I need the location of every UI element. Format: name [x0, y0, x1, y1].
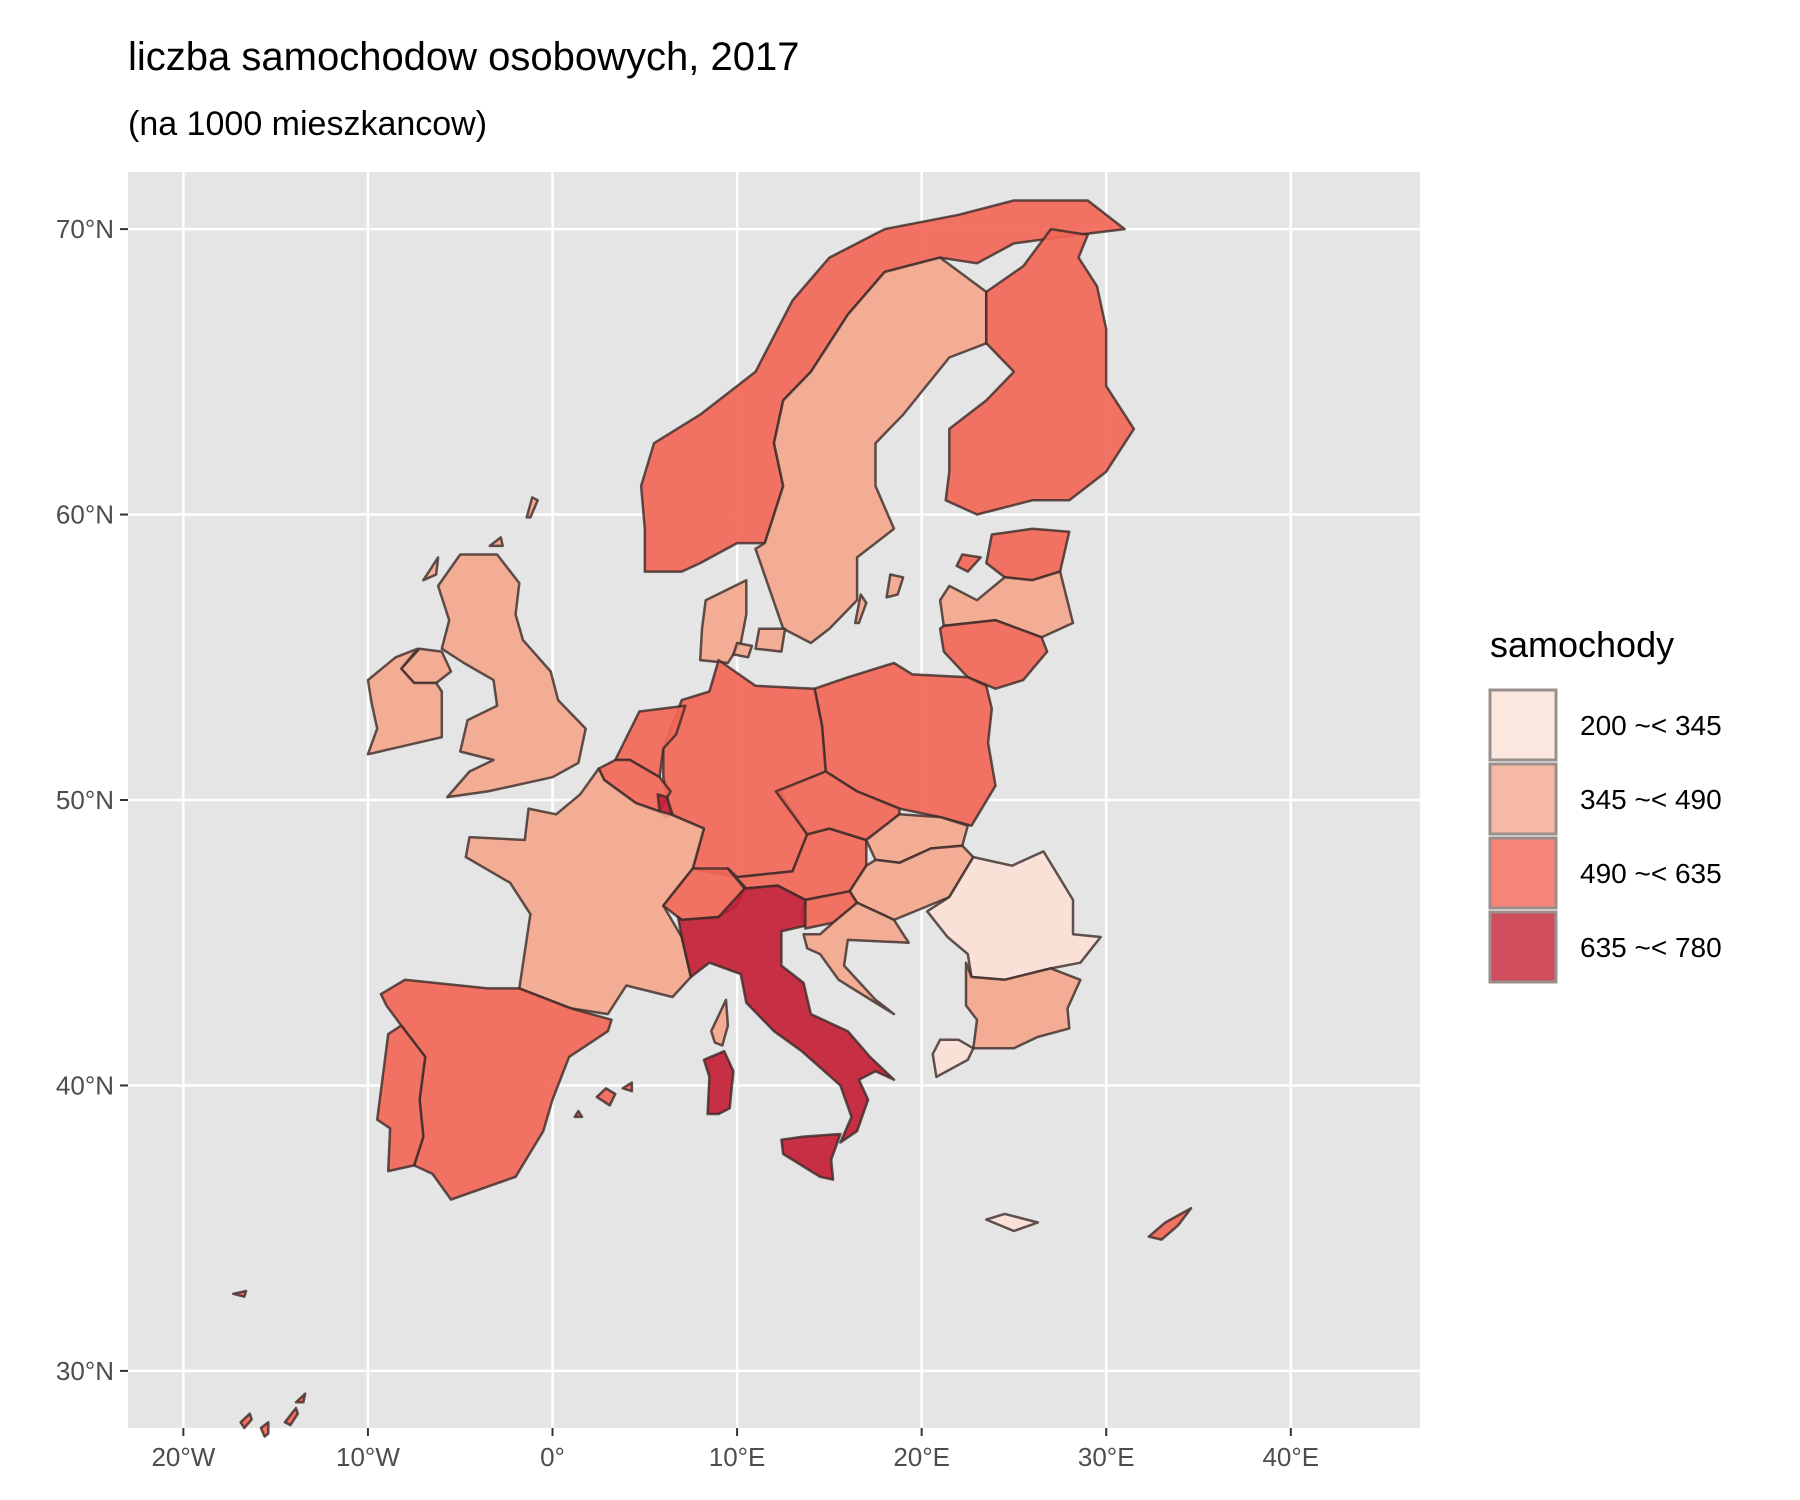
region-corsica [709, 998, 730, 1047]
region-lanzarote [294, 1392, 307, 1404]
chart-subtitle: (na 1000 mieszkancow) [128, 105, 487, 143]
tick-label-lon-3: 10°E [709, 1442, 766, 1472]
legend-label-1: 345 ~< 490 [1580, 784, 1722, 815]
region-gran-canaria [259, 1421, 270, 1438]
region-romania [925, 850, 1102, 982]
region-fuerteventura [283, 1406, 300, 1427]
region-oland [853, 593, 868, 625]
legend-title: samochody [1490, 624, 1674, 665]
region-bulgaria [964, 961, 1082, 1050]
tick-label-lon-6: 40°E [1262, 1442, 1319, 1472]
map-legend: samochody 200 ~< 345 345 ~< 490 490 ~< 635 6… [1488, 624, 1722, 984]
region-denmark [698, 578, 748, 665]
map-axes: 20°W 10°W 0° 10°E 20°E 30°E 40°E 30°N 40°N 50°N 60… [56, 214, 1319, 1472]
map-regions [231, 199, 1193, 1438]
region-croatia [802, 901, 910, 1016]
region-lewis [422, 556, 440, 582]
legend-swatch-3 [1488, 910, 1558, 984]
region-sardinia [702, 1049, 735, 1116]
region-madeira [231, 1289, 248, 1298]
region-sweden [754, 256, 988, 645]
region-france [464, 767, 706, 1016]
tick-label-lon-2: 0° [540, 1442, 565, 1472]
region-mallorca [595, 1087, 617, 1107]
tick-label-lon-5: 30°E [1078, 1442, 1135, 1472]
region-italy [676, 884, 896, 1144]
legend-swatch-1 [1488, 762, 1558, 836]
region-shetland [525, 496, 539, 519]
region-crete [985, 1212, 1040, 1233]
region-finland [944, 227, 1136, 516]
tick-label-lat-2: 50°N [56, 785, 114, 815]
region-zealand [754, 627, 787, 653]
region-menorca [621, 1081, 634, 1093]
legend-swatch-2 [1488, 836, 1558, 910]
region-ireland [366, 647, 444, 756]
region-orkney [488, 536, 504, 548]
tick-label-lon-1: 10°W [336, 1442, 400, 1472]
region-funen [732, 641, 754, 659]
tick-label-lat-1: 40°N [56, 1070, 114, 1100]
tick-label-lat-0: 30°N [56, 1356, 114, 1386]
region-ibiza [573, 1109, 584, 1119]
region-portugal [375, 1024, 427, 1173]
legend-swatch-0 [1488, 688, 1558, 762]
region-lithuania [938, 618, 1049, 690]
region-cyprus [1147, 1206, 1193, 1241]
chart-title: liczba samochodow osobowych, 2017 [128, 35, 800, 79]
legend-label-3: 635 ~< 780 [1580, 932, 1722, 963]
tick-label-lat-4: 70°N [56, 214, 114, 244]
tick-label-lon-0: 20°W [151, 1442, 215, 1472]
tick-label-lat-3: 60°N [56, 500, 114, 530]
region-tenerife [239, 1412, 253, 1430]
region-sicily [780, 1132, 842, 1181]
tick-label-lon-4: 20°E [893, 1442, 950, 1472]
region-saaremaa [955, 553, 982, 573]
legend-label-2: 490 ~< 635 [1580, 858, 1722, 889]
region-greece [931, 1038, 975, 1079]
legend-label-0: 200 ~< 345 [1580, 710, 1722, 741]
region-gotland [885, 573, 905, 599]
region-united-kingdom [436, 553, 587, 799]
